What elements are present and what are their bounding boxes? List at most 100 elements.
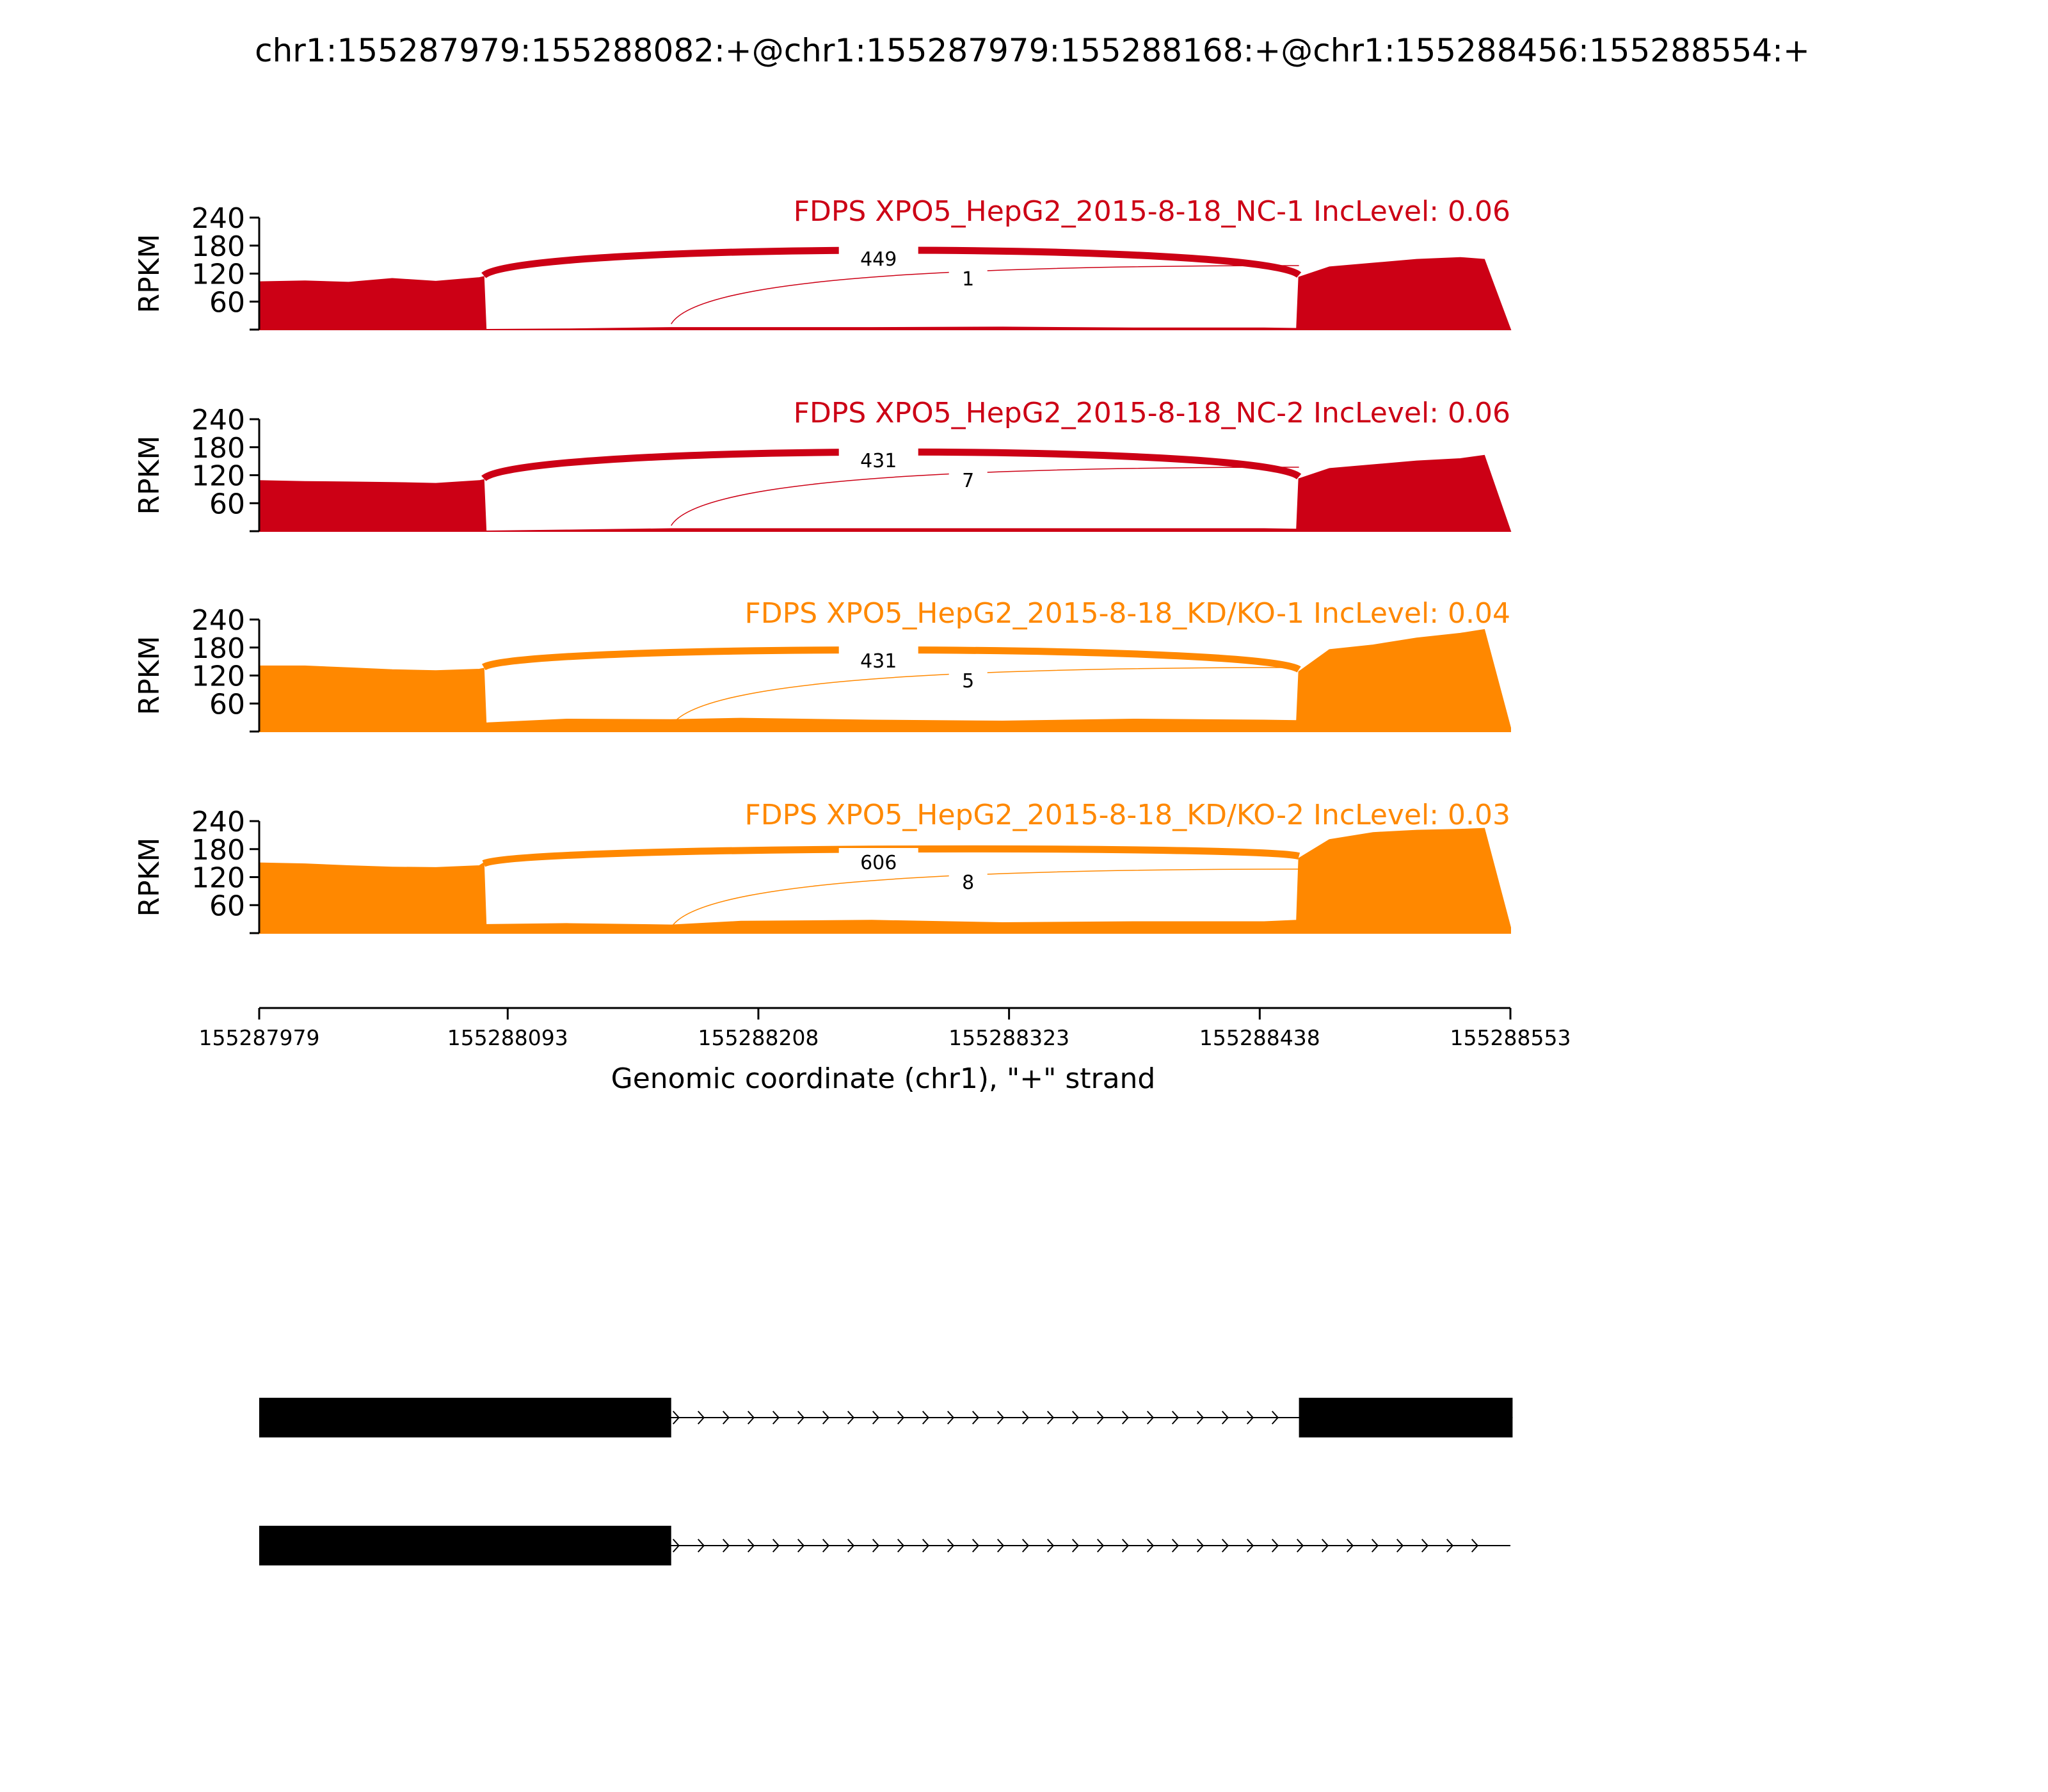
- strand-arrow: [1471, 1539, 1479, 1553]
- exon-block: [259, 1526, 671, 1565]
- strand-arrow: [1196, 1539, 1204, 1553]
- strand-arrow: [972, 1539, 980, 1553]
- y-tick-label: 240: [191, 806, 245, 838]
- isoform-structures: [259, 1398, 1513, 1565]
- y-tick-label: 120: [191, 460, 245, 493]
- strand-arrow: [1021, 1539, 1030, 1553]
- strand-arrow: [772, 1411, 780, 1425]
- junction-arc: [671, 467, 1299, 526]
- strand-arrow: [947, 1411, 955, 1425]
- strand-arrow: [1121, 1411, 1130, 1425]
- junction-arc: [671, 265, 1299, 324]
- strand-arrow: [1421, 1539, 1429, 1553]
- y-axis-label: RPKM: [133, 436, 166, 515]
- strand-arrow: [1071, 1539, 1080, 1553]
- strand-arrow: [872, 1411, 880, 1425]
- strand-arrow: [996, 1411, 1005, 1425]
- isoform: [259, 1398, 1513, 1437]
- strand-arrow: [722, 1539, 730, 1553]
- strand-arrow: [722, 1411, 730, 1425]
- exon-block: [1299, 1398, 1513, 1437]
- strand-arrow: [1396, 1539, 1404, 1553]
- strand-arrow: [1321, 1539, 1329, 1553]
- strand-arrow: [822, 1539, 830, 1553]
- junction-label-box: [948, 869, 988, 895]
- junction-count-label: 5: [962, 670, 974, 692]
- junction-count-label: 449: [860, 248, 897, 271]
- junction-label-box: [838, 646, 918, 675]
- strand-arrow: [797, 1539, 805, 1553]
- junction-count-label: 1: [962, 268, 974, 291]
- y-tick-label: 120: [191, 660, 245, 693]
- strand-arrow: [1346, 1539, 1354, 1553]
- strand-arrow: [1221, 1411, 1229, 1425]
- strand-arrow: [922, 1411, 930, 1425]
- y-axis-label: RPKM: [133, 636, 166, 716]
- x-tick-label: 155288208: [698, 1025, 819, 1050]
- y-tick-label: 60: [209, 488, 245, 520]
- strand-arrow: [1046, 1411, 1055, 1425]
- x-tick-label: 155288553: [1450, 1025, 1571, 1050]
- x-tick-label: 155287979: [199, 1025, 320, 1050]
- strand-arrow: [897, 1411, 905, 1425]
- strand-arrow: [672, 1411, 680, 1425]
- strand-arrow: [822, 1411, 830, 1425]
- strand-arrow: [1021, 1411, 1030, 1425]
- strand-arrow: [847, 1539, 855, 1553]
- y-tick-label: 60: [209, 688, 245, 721]
- track-label: FDPS XPO5_HepG2_2015-8-18_NC-2 IncLevel:…: [794, 397, 1510, 429]
- strand-arrow: [697, 1411, 705, 1425]
- junction-count-label: 606: [860, 852, 897, 874]
- strand-arrow: [922, 1539, 930, 1553]
- junction-count-label: 431: [860, 450, 897, 472]
- strand-arrow: [1046, 1539, 1055, 1553]
- strand-arrow: [747, 1411, 755, 1425]
- x-axis-label: Genomic coordinate (chr1), "+" strand: [611, 1062, 1156, 1095]
- y-tick-label: 180: [191, 432, 245, 465]
- track-label: FDPS XPO5_HepG2_2015-8-18_NC-1 IncLevel:…: [794, 195, 1510, 228]
- x-tick-label: 155288093: [447, 1025, 568, 1050]
- y-tick-label: 180: [191, 230, 245, 263]
- strand-arrow: [772, 1539, 780, 1553]
- coverage-area: [259, 828, 1511, 934]
- strand-arrow: [672, 1539, 680, 1553]
- junction-arc: [671, 667, 1299, 726]
- strand-arrow: [1246, 1411, 1254, 1425]
- strand-arrow: [1096, 1539, 1105, 1553]
- junction-label-box: [838, 848, 918, 876]
- x-tick-label: 155288438: [1199, 1025, 1320, 1050]
- strand-arrow: [897, 1539, 905, 1553]
- y-tick-label: 60: [209, 890, 245, 922]
- strand-arrow: [1296, 1539, 1304, 1553]
- figure-title: chr1:155287979:155288082:+@chr1:15528797…: [255, 32, 1810, 69]
- strand-arrow: [1446, 1539, 1454, 1553]
- y-tick-label: 240: [191, 404, 245, 436]
- y-tick-label: 180: [191, 632, 245, 665]
- y-axis-label: RPKM: [133, 838, 166, 917]
- strand-arrow: [1121, 1539, 1130, 1553]
- x-axis: 155287979 155288093 155288208 155288323 1552…: [199, 1007, 1571, 1095]
- junction-label-box: [838, 244, 918, 273]
- track-label: FDPS XPO5_HepG2_2015-8-18_KD/KO-2 IncLev…: [744, 799, 1510, 831]
- junction-count-label: 7: [962, 470, 974, 492]
- strand-arrow: [872, 1539, 880, 1553]
- strand-arrow: [996, 1539, 1005, 1553]
- junction-label-box: [948, 467, 988, 493]
- isoform: [259, 1526, 1510, 1565]
- strand-arrow: [972, 1411, 980, 1425]
- strand-arrow: [1096, 1411, 1105, 1425]
- track-label: FDPS XPO5_HepG2_2015-8-18_KD/KO-1 IncLev…: [744, 597, 1510, 630]
- strand-arrow: [697, 1539, 705, 1553]
- y-tick-label: 240: [191, 604, 245, 637]
- y-tick-label: 180: [191, 834, 245, 867]
- junction-label-box: [948, 668, 988, 693]
- y-tick-label: 120: [191, 862, 245, 895]
- y-axis-label: RPKM: [133, 234, 166, 314]
- strand-arrow: [1221, 1539, 1229, 1553]
- strand-arrow: [747, 1539, 755, 1553]
